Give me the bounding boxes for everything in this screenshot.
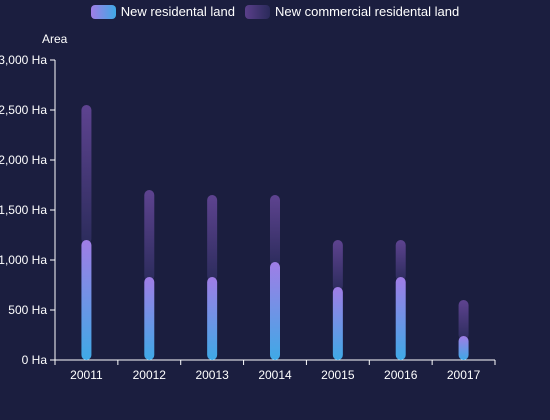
- bar-residential: [395, 277, 406, 360]
- legend-swatch-commercial: [244, 4, 270, 19]
- legend-label-commercial: New commercial residental land: [274, 4, 460, 19]
- legend-swatch-residential: [90, 4, 116, 19]
- x-tick-label: 20015: [321, 368, 355, 382]
- bar-commercial: [207, 195, 218, 281]
- bar-commercial: [270, 195, 280, 266]
- y-tick-label: 1,000 Ha: [0, 253, 47, 267]
- x-tick-label: 20016: [384, 368, 418, 382]
- legend-item-residential[interactable]: New residental land: [90, 4, 235, 19]
- y-tick-label: 2,000 Ha: [0, 153, 47, 167]
- bar-commercial: [144, 190, 155, 281]
- bar-residential: [270, 262, 280, 360]
- bar-commercial: [332, 240, 343, 291]
- x-tick-label: 20012: [133, 368, 167, 382]
- bar-residential: [144, 277, 155, 360]
- legend-label-residential: New residental land: [120, 4, 235, 19]
- bar-residential: [332, 287, 343, 360]
- y-tick-label: 1,500 Ha: [0, 203, 47, 217]
- bar-residential: [207, 277, 218, 360]
- x-tick-label: 20014: [258, 368, 292, 382]
- y-tick-label: 0 Ha: [22, 353, 48, 367]
- y-axis-title: Area: [42, 32, 68, 46]
- y-tick-label: 3,000 Ha: [0, 53, 47, 67]
- bar-commercial: [395, 240, 406, 281]
- bar-residential: [458, 336, 469, 360]
- legend-item-commercial[interactable]: New commercial residental land: [244, 4, 460, 19]
- y-tick-label: 500 Ha: [8, 303, 47, 317]
- x-tick-label: 20017: [447, 368, 481, 382]
- bar-commercial: [458, 300, 469, 340]
- x-tick-label: 20011: [70, 368, 103, 382]
- bar-commercial: [81, 105, 92, 244]
- bar-residential: [81, 240, 92, 360]
- x-tick-label: 20013: [195, 368, 229, 382]
- legend: New residental land New commercial resid…: [0, 4, 550, 19]
- y-tick-label: 2,500 Ha: [0, 103, 47, 117]
